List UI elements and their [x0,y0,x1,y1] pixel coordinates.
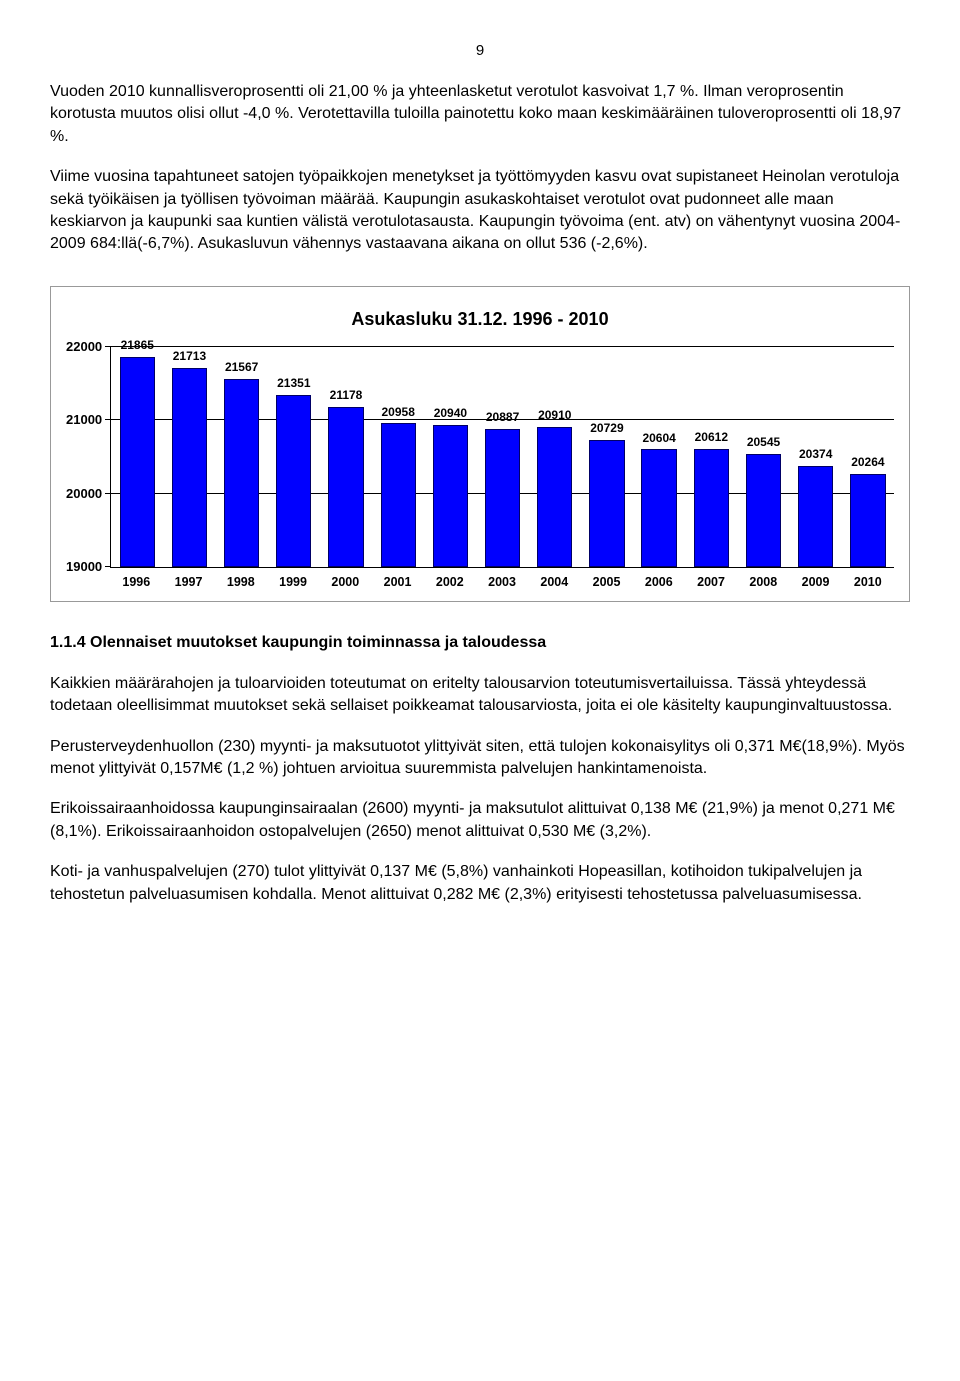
chart-bar-rect [798,466,833,567]
chart-bar-value-label: 20940 [434,405,467,422]
chart-x-tick-label: 2009 [793,574,837,592]
population-chart: Asukasluku 31.12. 1996 - 2010 2200021000… [50,286,910,603]
chart-bar-rect [120,357,155,567]
chart-x-tick-label: 2001 [375,574,419,592]
paragraph: Erikoissairaanhoidossa kaupunginsairaala… [50,798,910,843]
chart-bar: 20264 [846,454,890,566]
chart-bar: 20958 [376,404,420,567]
chart-title: Asukasluku 31.12. 1996 - 2010 [66,307,894,332]
chart-x-tick-label: 2002 [428,574,472,592]
chart-bar: 20887 [480,409,524,567]
chart-bar: 20374 [794,446,838,567]
chart-x-tick-label: 2005 [584,574,628,592]
chart-bar-value-label: 20374 [799,446,832,463]
chart-bar: 20604 [637,430,681,567]
chart-bar-value-label: 21567 [225,359,258,376]
chart-bar-rect [694,449,729,567]
section-heading: 1.1.4 Olennaiset muutokset kaupungin toi… [50,632,910,654]
chart-y-axis: 22000210002000019000 [66,347,110,567]
chart-plot-area: 2186521713215672135121178209582094020887… [110,347,894,568]
chart-bar-value-label: 20910 [538,407,571,424]
chart-bar-value-label: 21865 [121,337,154,354]
chart-x-tick-label: 2007 [689,574,733,592]
chart-bar-value-label: 20545 [747,434,780,451]
chart-x-tick-label: 1998 [219,574,263,592]
chart-x-tick-label: 1996 [114,574,158,592]
chart-bar-rect [537,427,572,567]
chart-bar-rect [433,425,468,567]
paragraph: Kaikkien määrärahojen ja tuloarvioiden t… [50,673,910,718]
chart-bar: 21865 [115,337,159,567]
chart-bar: 21351 [272,375,316,567]
page-number: 9 [50,40,910,61]
chart-bar-rect [224,379,259,567]
paragraph: Koti- ja vanhuspalvelujen (270) tulot yl… [50,861,910,906]
paragraph: Perusterveydenhuollon (230) myynti- ja m… [50,736,910,781]
chart-bar-value-label: 20264 [851,454,884,471]
chart-bar-rect [589,440,624,567]
chart-bar-rect [850,474,885,567]
chart-bar-rect [381,423,416,567]
chart-bar: 20910 [533,407,577,567]
chart-bar-rect [746,454,781,567]
chart-bar: 20545 [741,434,785,567]
chart-x-axis: 1996 1997 1998 1999 2000 2001 2002 2003 2004 2005… [110,568,894,592]
chart-bar-value-label: 20887 [486,409,519,426]
chart-x-tick-label: 2008 [741,574,785,592]
chart-bar-value-label: 20604 [642,430,675,447]
chart-x-tick-label: 2006 [637,574,681,592]
chart-bar: 21178 [324,387,368,567]
chart-x-tick-label: 2010 [846,574,890,592]
chart-bar-value-label: 21713 [173,348,206,365]
chart-bar-rect [641,449,676,567]
chart-bar: 21713 [167,348,211,567]
chart-x-tick-label: 1999 [271,574,315,592]
chart-x-tick-label: 2000 [323,574,367,592]
chart-bar-rect [485,429,520,567]
chart-bar: 20729 [585,420,629,567]
chart-bar-rect [172,368,207,567]
chart-bar: 20612 [689,429,733,567]
paragraph: Viime vuosina tapahtuneet satojen työpai… [50,166,910,256]
chart-bar: 21567 [220,359,264,567]
chart-bar-value-label: 20729 [590,420,623,437]
chart-bar-rect [276,395,311,567]
chart-bar-rect [328,407,363,567]
chart-x-tick-label: 1997 [166,574,210,592]
chart-bar: 20940 [428,405,472,567]
chart-bar-value-label: 20612 [695,429,728,446]
chart-bar-value-label: 20958 [382,404,415,421]
paragraph: Vuoden 2010 kunnallisveroprosentti oli 2… [50,81,910,148]
chart-x-tick-label: 2003 [480,574,524,592]
chart-bar-value-label: 21351 [277,375,310,392]
chart-x-tick-label: 2004 [532,574,576,592]
chart-bar-value-label: 21178 [330,387,363,404]
